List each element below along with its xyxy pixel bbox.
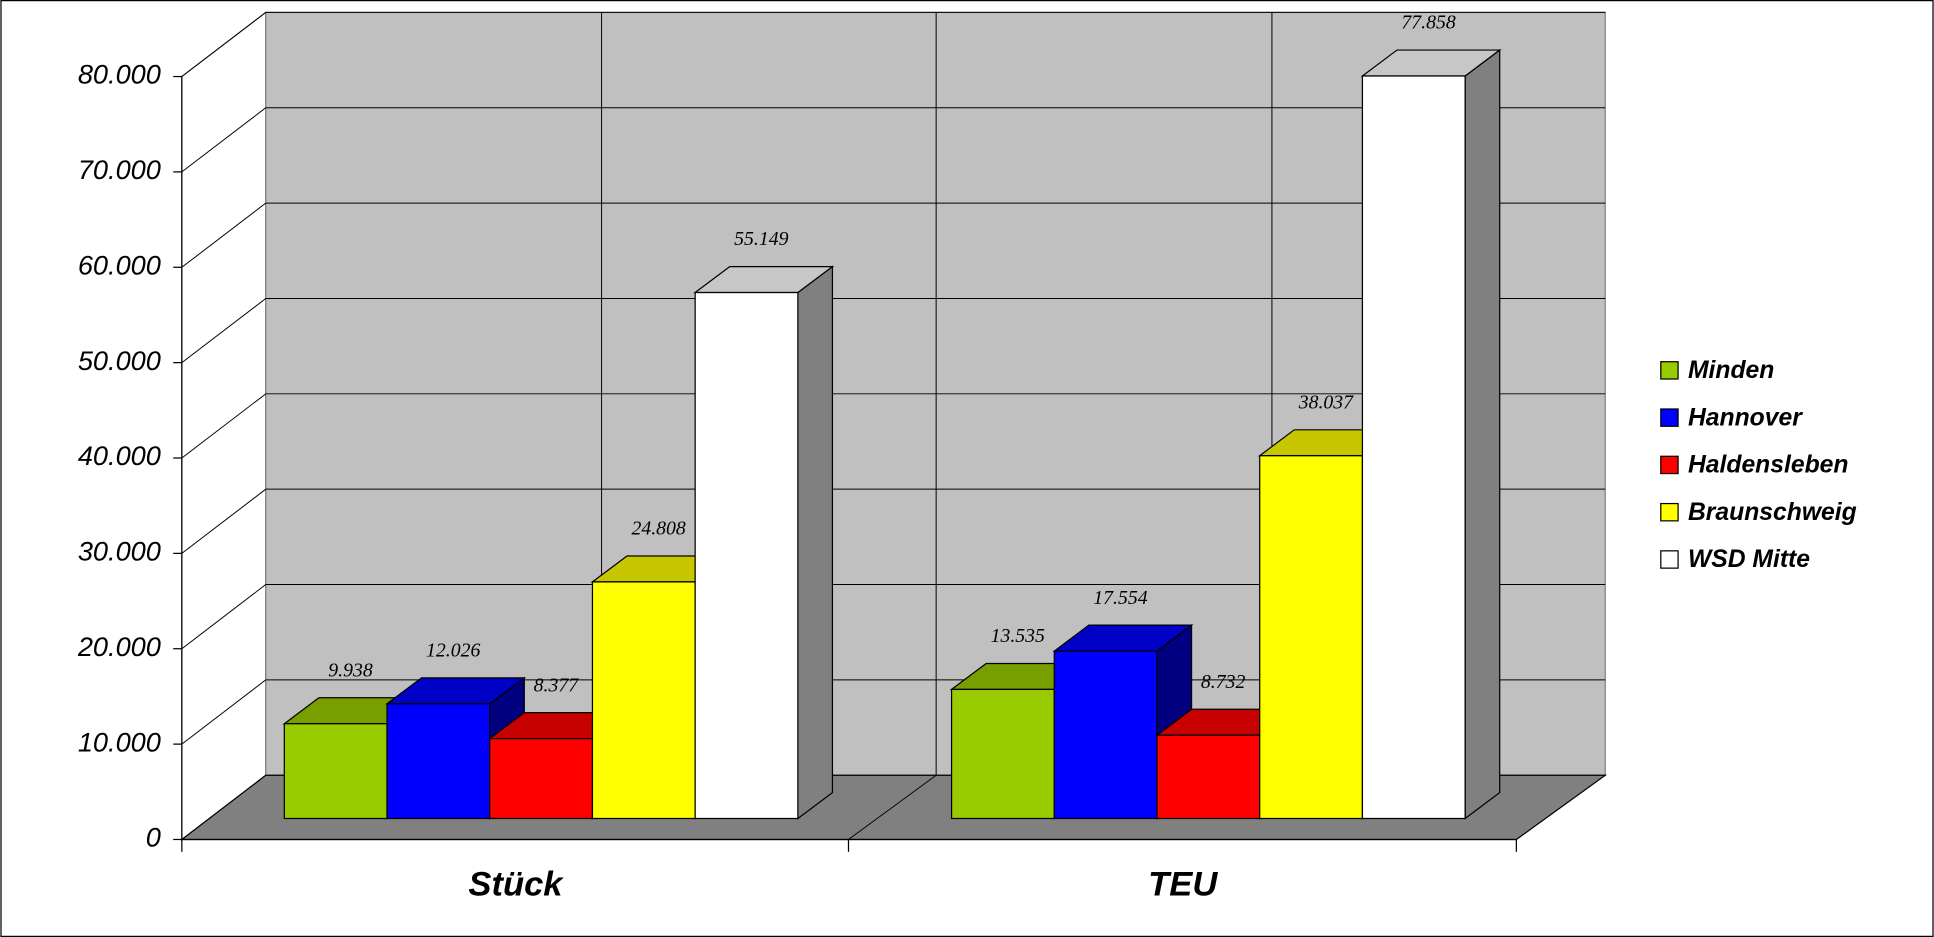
bar-front bbox=[950, 688, 1055, 820]
bar-front bbox=[1259, 455, 1364, 820]
data-label: 9.938 bbox=[328, 659, 373, 681]
bar-front bbox=[1053, 650, 1158, 820]
y-tick-label: 50.000 bbox=[78, 345, 161, 376]
y-tick-label: 10.000 bbox=[78, 726, 161, 757]
legend-swatch bbox=[1660, 361, 1679, 380]
data-label: 77.858 bbox=[1401, 12, 1455, 34]
y-tick-label: 0 bbox=[146, 822, 161, 853]
data-label: 17.554 bbox=[1093, 587, 1147, 609]
y-tick-label: 20.000 bbox=[77, 631, 161, 662]
legend-label: Minden bbox=[1688, 357, 1774, 384]
data-label: 55.149 bbox=[734, 228, 788, 250]
bar-front bbox=[1361, 75, 1466, 820]
legend-swatch bbox=[1660, 455, 1679, 475]
grid-line bbox=[181, 202, 1606, 268]
data-label: 12.026 bbox=[426, 639, 480, 661]
legend-swatch bbox=[1660, 502, 1679, 522]
bar-front bbox=[694, 291, 799, 820]
bar-front bbox=[489, 737, 594, 820]
grid-line bbox=[181, 488, 1606, 554]
grid-line bbox=[181, 393, 1606, 459]
bar bbox=[1360, 48, 1502, 820]
bar-side bbox=[1464, 48, 1501, 820]
data-label: 8.377 bbox=[534, 674, 580, 696]
y-tick-label: 40.000 bbox=[78, 440, 161, 471]
bar-front bbox=[386, 703, 491, 820]
bar bbox=[693, 265, 835, 820]
y-tick-label: 70.000 bbox=[78, 154, 161, 185]
grid-line bbox=[181, 11, 1606, 77]
y-tick-label: 30.000 bbox=[78, 536, 161, 567]
data-label: 38.037 bbox=[1298, 391, 1354, 413]
legend-swatch bbox=[1660, 408, 1679, 427]
floor-line bbox=[848, 774, 937, 840]
bar-front bbox=[591, 581, 696, 820]
grid-line bbox=[181, 107, 1606, 173]
bar-front bbox=[283, 723, 388, 820]
y-tick-label: 80.000 bbox=[78, 59, 161, 90]
legend-swatch bbox=[1660, 550, 1679, 569]
legend-label: Hannover bbox=[1688, 404, 1803, 431]
x-tick-label: Stück bbox=[468, 866, 564, 904]
grid-line bbox=[181, 584, 1606, 650]
data-label: 24.808 bbox=[631, 518, 685, 540]
x-tick-label: TEU bbox=[1148, 866, 1218, 904]
bar-side bbox=[797, 265, 834, 820]
data-label: 8.732 bbox=[1201, 671, 1246, 693]
bar-front bbox=[1156, 734, 1261, 820]
grid-line bbox=[181, 297, 1606, 364]
y-tick-label: 60.000 bbox=[78, 249, 161, 280]
legend-label: WSD Mitte bbox=[1688, 546, 1810, 573]
legend-label: Haldensleben bbox=[1688, 452, 1849, 479]
legend-label: Braunschweig bbox=[1688, 499, 1857, 526]
data-label: 13.535 bbox=[991, 625, 1045, 647]
